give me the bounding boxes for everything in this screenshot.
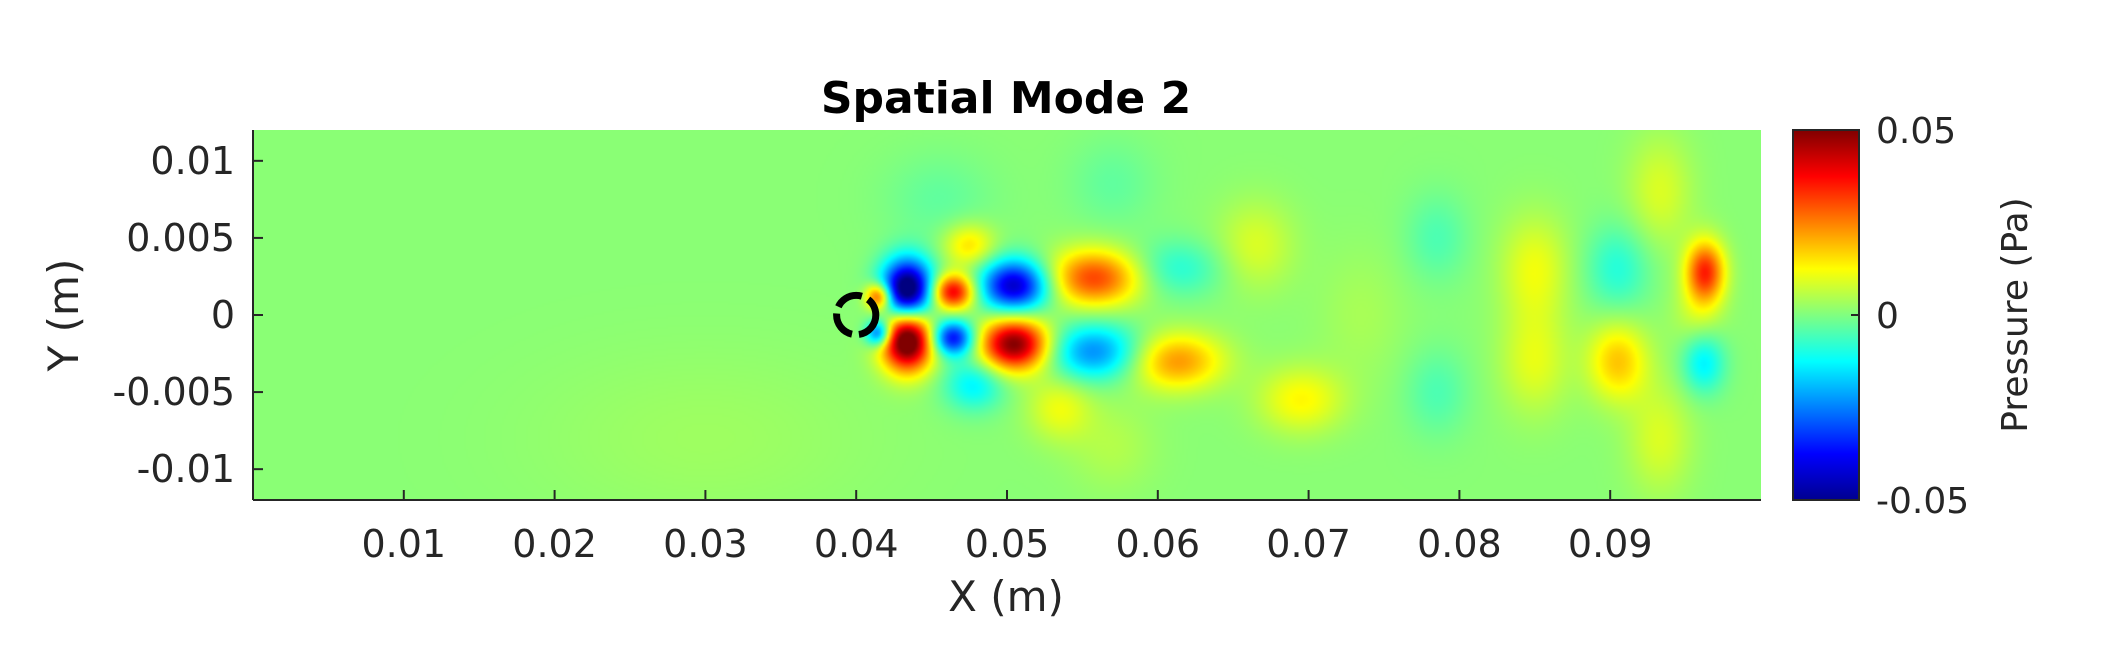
x-tick-label: 0.03	[663, 522, 748, 566]
y-tick-label: -0.005	[113, 370, 236, 414]
colorbar-gradient	[1792, 129, 1860, 501]
plot-area	[253, 130, 1761, 500]
x-tick-label: 0.06	[1115, 522, 1200, 566]
pressure-field	[253, 130, 1761, 500]
colorbar-label: Pressure (Pa)	[1995, 197, 2036, 432]
x-axis-label: X (m)	[948, 572, 1064, 621]
y-tick-label: 0.005	[126, 216, 235, 260]
x-tick-label: 0.01	[361, 522, 446, 566]
axes: 0.01 0.02 0.03 0.04 0.05 0.06 0.07 0.08 0.09 0.0…	[113, 130, 1761, 566]
chart-title: Spatial Mode 2	[821, 73, 1191, 124]
x-tick-label: 0.07	[1266, 522, 1351, 566]
x-tick-label: 0.09	[1568, 522, 1653, 566]
colorbar-tick-label: -0.05	[1876, 481, 1969, 522]
colorbar-ticks: 0.05 0 -0.05	[1851, 111, 1969, 522]
x-tick-label: 0.04	[814, 522, 899, 566]
x-tick-label: 0.05	[965, 522, 1050, 566]
colorbar: 0.05 0 -0.05 Pressure (Pa)	[1792, 111, 2036, 522]
y-tick-label: -0.01	[137, 447, 235, 491]
colorbar-tick-label: 0	[1876, 296, 1899, 337]
cylinder-obstacle	[833, 291, 880, 339]
y-tick-label: 0.01	[150, 139, 235, 183]
y-tick-label: 0	[211, 293, 235, 337]
y-ticks: 0.01 0.005 0 -0.005 -0.01	[113, 139, 263, 491]
colorbar-tick-label: 0.05	[1876, 111, 1956, 152]
cylinder-outline	[833, 291, 880, 339]
x-tick-label: 0.08	[1417, 522, 1502, 566]
y-axis-label: Y (m)	[39, 259, 88, 373]
x-tick-label: 0.02	[512, 522, 597, 566]
x-ticks: 0.01 0.02 0.03 0.04 0.05 0.06 0.07 0.08 0.09	[361, 490, 1653, 566]
